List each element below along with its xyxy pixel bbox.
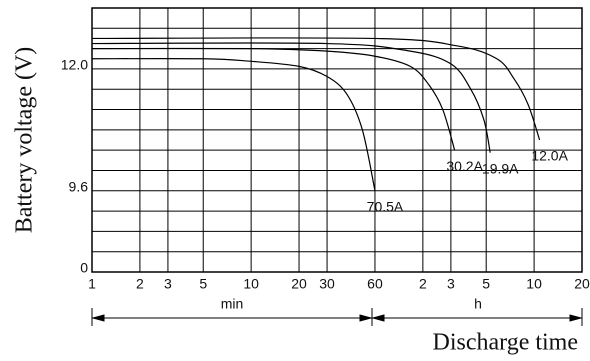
unit-label: min <box>221 296 244 312</box>
x-tick-label: 3 <box>447 276 455 292</box>
curve-label: 19.9A <box>482 160 519 176</box>
x-tick-label: 2 <box>419 276 427 292</box>
unit-arrows <box>91 308 583 326</box>
curve <box>91 57 376 191</box>
x-tick-label: 30 <box>319 276 335 292</box>
x-axis-label: Discharge time <box>432 330 578 356</box>
x-tick-label: 1 <box>88 276 96 292</box>
unit-label: h <box>474 296 482 312</box>
curve <box>91 37 541 141</box>
x-tick-label: 20 <box>574 276 590 292</box>
x-tick-label: 10 <box>526 276 542 292</box>
x-tick-label: 60 <box>367 276 383 292</box>
x-tick-label: 20 <box>291 276 307 292</box>
x-tick-label: 10 <box>243 276 259 292</box>
y-axis-label: Battery voltage (V) <box>12 47 38 234</box>
curve-label: 12.0A <box>531 148 568 164</box>
curve-label: 70.5A <box>367 198 404 214</box>
curve <box>91 42 491 153</box>
curve-label: 30.2A <box>446 158 483 174</box>
y-tick-label: 12.0 <box>61 57 88 73</box>
x-tick-label: 3 <box>164 276 172 292</box>
plot-frame <box>91 7 583 273</box>
x-tick-label: 5 <box>199 276 207 292</box>
x-tick-label: 2 <box>136 276 144 292</box>
curve <box>91 47 456 151</box>
x-tick-label: 5 <box>482 276 490 292</box>
y-tick-label: 9.6 <box>69 178 89 194</box>
y-tick-label: 0 <box>80 260 88 276</box>
